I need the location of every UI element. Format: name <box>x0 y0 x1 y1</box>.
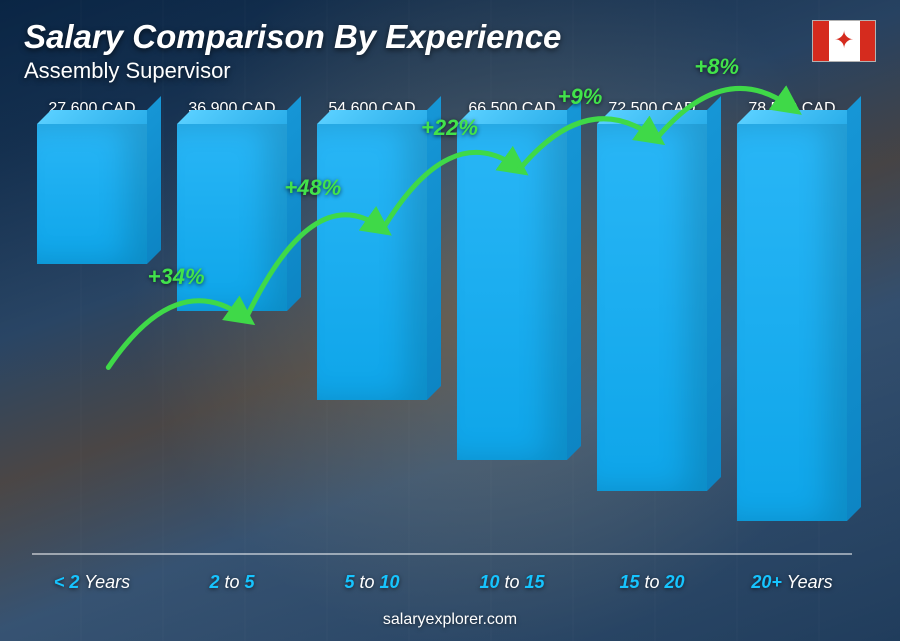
footer-attribution: salaryexplorer.com <box>0 611 900 629</box>
growth-arc-label: +9% <box>558 84 603 110</box>
bar <box>737 124 847 521</box>
x-axis-category: 5 to 10 <box>312 572 432 593</box>
growth-arc-label: +48% <box>284 175 341 201</box>
page-subtitle: Assembly Supervisor <box>24 58 876 84</box>
header: Salary Comparison By Experience Assembly… <box>24 18 876 84</box>
page-title: Salary Comparison By Experience <box>24 18 876 56</box>
bar-slot: 54,600 CAD <box>312 100 432 551</box>
x-axis-category: 20+ Years <box>732 572 852 593</box>
x-axis-line <box>32 553 852 555</box>
country-flag-canada: ✦ <box>812 20 876 62</box>
bar-slot: 78,500 CAD <box>732 100 852 551</box>
x-axis-category: < 2 Years <box>32 572 152 593</box>
maple-leaf-icon: ✦ <box>834 29 854 53</box>
bar <box>317 124 427 400</box>
x-axis-category: 10 to 15 <box>452 572 572 593</box>
growth-arc-label: +8% <box>694 54 739 80</box>
growth-arc-label: +34% <box>148 264 205 290</box>
bar-slot: 66,500 CAD <box>452 100 572 551</box>
x-axis-category: 15 to 20 <box>592 572 712 593</box>
x-axis-labels: < 2 Years 2 to 5 5 to 10 10 to 15 15 to 20 20… <box>32 572 852 593</box>
bar <box>597 124 707 491</box>
bar-chart: 27,600 CAD36,900 CAD54,600 CAD66,500 CAD… <box>32 100 852 551</box>
bar-slot: 72,500 CAD <box>592 100 712 551</box>
bar <box>457 124 567 460</box>
bar-slot: 36,900 CAD <box>172 100 292 551</box>
bar <box>37 124 147 264</box>
growth-arc-label: +22% <box>421 115 478 141</box>
x-axis-category: 2 to 5 <box>172 572 292 593</box>
bar-slot: 27,600 CAD <box>32 100 152 551</box>
